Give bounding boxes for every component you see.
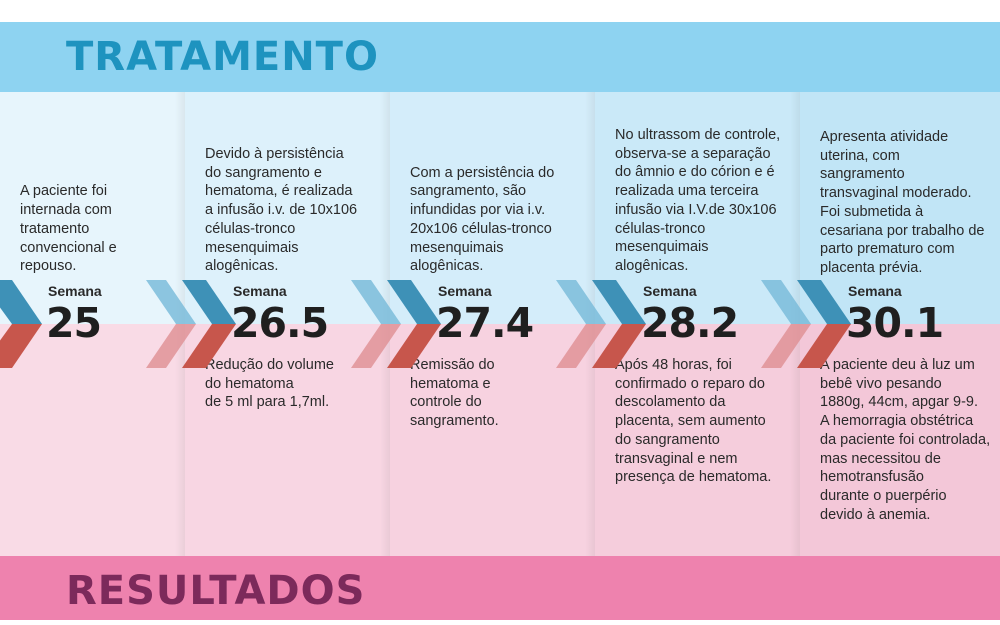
- week-number: 27.4: [436, 299, 534, 347]
- treatment-header-band: TRATAMENTO: [0, 22, 1000, 92]
- week-label: Semana: [643, 283, 697, 299]
- result-cell: A paciente deu à luz um bebê vivo pesand…: [800, 324, 1000, 556]
- results-footer-band: RESULTADOS: [0, 556, 1000, 620]
- week-number: 30.1: [846, 299, 944, 347]
- treatment-cell: Apresenta atividade uterina, com sangram…: [800, 92, 1000, 324]
- treatment-text: No ultrassom de controle, observa-se a s…: [615, 127, 781, 274]
- treatment-title: TRATAMENTO: [66, 34, 379, 80]
- chevron-right-icon: [351, 280, 441, 368]
- week-number: 28.2: [641, 299, 739, 347]
- treatment-text: Com a persistência do sangramento, são i…: [410, 164, 555, 275]
- chevron-right-icon: [0, 280, 42, 368]
- timeline-step-4: No ultrassom de controle, observa-se a s…: [595, 92, 800, 556]
- result-text: A paciente deu à luz um bebê vivo pesand…: [820, 357, 991, 523]
- result-text: Remissão do hematoma e controle do sangr…: [410, 357, 499, 430]
- week-label: Semana: [233, 283, 287, 299]
- week-label: Semana: [848, 283, 902, 299]
- timeline-step-5: Apresenta atividade uterina, com sangram…: [800, 92, 1000, 556]
- week-number: 25: [46, 299, 102, 347]
- chevron-right-icon: [761, 280, 851, 368]
- chevron-right-icon: [556, 280, 646, 368]
- treatment-text: Devido à persistência do sangramento e h…: [205, 146, 358, 275]
- treatment-text: A paciente foi internada com tratamento …: [20, 183, 117, 275]
- results-title: RESULTADOS: [66, 568, 366, 614]
- treatment-text: Apresenta atividade uterina, com sangram…: [820, 129, 985, 276]
- result-text: Após 48 horas, foi confirmado o reparo d…: [615, 357, 772, 486]
- week-label: Semana: [48, 283, 102, 299]
- chevron-right-icon: [146, 280, 236, 368]
- week-label: Semana: [438, 283, 492, 299]
- week-number: 26.5: [231, 299, 329, 347]
- result-text: Redução do volume do hematoma de 5 ml pa…: [205, 357, 334, 411]
